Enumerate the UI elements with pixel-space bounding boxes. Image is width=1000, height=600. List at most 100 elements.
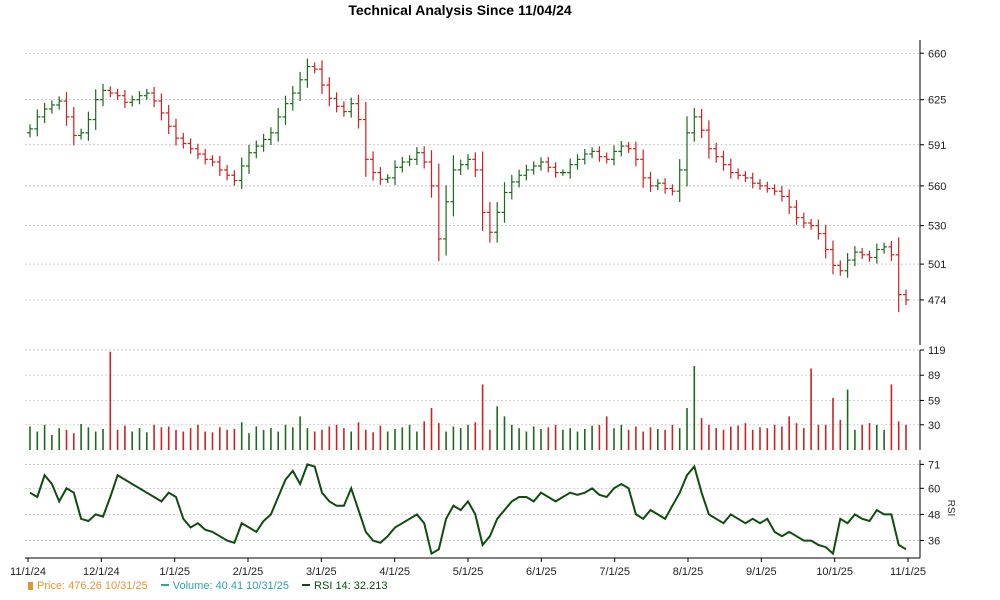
price-bar [574, 154, 581, 170]
x-tick-label: 1/1/25 [159, 566, 190, 578]
price-bar [903, 289, 909, 306]
price-bar [304, 58, 311, 88]
price-bar [326, 77, 333, 107]
price-bar [158, 93, 165, 121]
price-bar [56, 96, 63, 110]
price-bar [282, 95, 289, 125]
price-bar [720, 150, 727, 171]
price-bar [194, 143, 201, 160]
x-tick-label: 10/1/25 [816, 566, 853, 578]
price-bar [844, 253, 851, 278]
price-bar [691, 108, 698, 142]
volume-tick-label: 30 [928, 420, 940, 432]
price-bar [778, 186, 785, 202]
legend-volume-swatch [160, 584, 169, 586]
price-tick-label: 474 [928, 295, 946, 307]
price-bar [450, 155, 457, 217]
price-tick-label: 560 [928, 181, 946, 193]
price-bar [260, 133, 267, 152]
price-bar [727, 158, 734, 179]
x-tick-label: 3/1/25 [306, 566, 337, 578]
x-tick-label: 9/1/25 [746, 566, 777, 578]
price-bar [70, 107, 77, 146]
price-bar [107, 86, 114, 98]
panel-frames [25, 40, 921, 559]
price-bar [457, 159, 464, 176]
price-bar [370, 151, 377, 181]
rsi-tick-label: 48 [928, 509, 940, 521]
x-axis-ticks: 11/1/24 12/1/24 1/1/25 2/1/25 3/1/25 4/1/25 5/… [10, 558, 926, 578]
price-bar [881, 242, 888, 254]
price-bar [589, 147, 596, 159]
price-bar [611, 145, 617, 166]
legend-price: Price: 476.26 10/31/25 [28, 580, 148, 592]
price-bar [187, 138, 194, 154]
price-bar [63, 92, 70, 126]
price-bar [465, 154, 471, 170]
price-bar [224, 164, 231, 181]
price-bar [552, 162, 559, 178]
price-bar [538, 157, 544, 171]
price-bar [340, 101, 347, 117]
price-bar [662, 178, 669, 194]
price-bar [873, 243, 880, 264]
price-bar [275, 108, 282, 142]
price-bar [618, 140, 625, 157]
price-bar [508, 174, 515, 200]
volume-tick-label: 89 [928, 370, 940, 382]
price-bar [428, 150, 435, 198]
price-bar [392, 160, 398, 185]
rsi-line [29, 463, 907, 556]
price-bar [735, 168, 742, 180]
rsi-axis-label: RSI [945, 500, 956, 517]
price-bar [216, 155, 223, 177]
price-bar [530, 161, 537, 175]
price-bar [786, 189, 793, 215]
price-bar [129, 95, 136, 107]
price-bar [85, 111, 92, 141]
price-bar [48, 100, 55, 114]
volume-tick-label: 59 [928, 395, 940, 407]
price-bar [355, 94, 362, 129]
price-bar [837, 260, 844, 276]
price-bar [851, 246, 858, 267]
price-bar [78, 128, 85, 140]
price-bar [808, 218, 815, 230]
price-bar [494, 202, 501, 243]
price-series [27, 58, 909, 313]
price-bar [114, 88, 121, 100]
chart-title: Technical Analysis Since 11/04/24 [348, 2, 572, 18]
y-axis-ticks: 474 501 530 560 591 625 660 30 59 89 119 36 48 60 71 [920, 48, 946, 548]
price-bar [713, 142, 720, 163]
price-bar [866, 250, 873, 262]
price-bar [888, 240, 895, 261]
price-bar [100, 83, 106, 107]
price-bar [742, 171, 749, 183]
price-bar [136, 91, 143, 105]
price-bar [516, 169, 523, 188]
price-bar [421, 146, 428, 169]
price-bar [895, 237, 902, 313]
price-bar [771, 184, 778, 196]
rsi-tick-label: 36 [928, 536, 940, 548]
legend-volume-label: Volume: 40.41 10/31/25 [172, 580, 289, 592]
price-bar [209, 155, 216, 167]
price-bar [34, 109, 41, 137]
price-bar [698, 108, 705, 139]
price-bar [348, 97, 355, 118]
price-bar [173, 118, 179, 146]
price-tick-label: 530 [928, 221, 946, 233]
price-tick-label: 625 [928, 95, 946, 107]
volume-tick-label: 119 [928, 345, 946, 357]
price-bar [596, 146, 603, 162]
price-bar [443, 185, 450, 256]
price-bar [684, 116, 690, 187]
price-bar [267, 127, 274, 146]
price-tick-label: 660 [928, 48, 946, 60]
price-bar [822, 224, 829, 259]
price-bar [311, 62, 318, 74]
legend-price-swatch [28, 582, 33, 590]
price-bar [399, 156, 406, 173]
price-bar [333, 92, 340, 113]
